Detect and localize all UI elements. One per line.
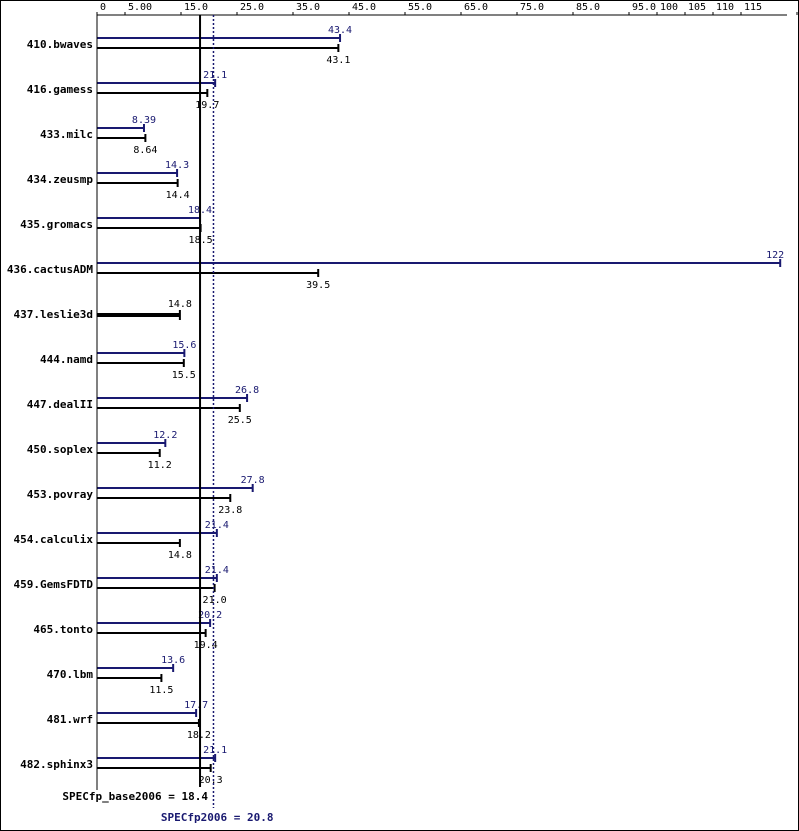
peak-value-label: 21.4: [205, 520, 229, 531]
reference-lines: SPECfp_base2006 = 18.4 SPECfp2006 = 20.8: [62, 15, 273, 824]
benchmark-label: 459.GemsFDTD: [14, 578, 94, 591]
x-tick-label: 25.0: [240, 2, 264, 13]
peak-value-label: 21.1: [203, 70, 227, 81]
benchmark-label: 434.zeusmp: [27, 173, 94, 186]
x-axis-ticks: 0 5.00 15.0 25.0 35.0 45.0 55.0 65.0 75.0 85.0 95.…: [96, 2, 798, 15]
x-tick-label: 105: [688, 2, 706, 13]
peak-summary-label: SPECfp2006 = 20.8: [161, 811, 274, 824]
benchmark-label: 437.leslie3d: [14, 308, 93, 321]
x-tick-label: 95.0: [632, 2, 656, 13]
benchmark-label: 481.wrf: [47, 713, 93, 726]
x-tick-label: 110: [716, 2, 734, 13]
benchmark-label: 465.tonto: [33, 623, 93, 636]
x-tick-label: 65.0: [464, 2, 488, 13]
base-value-label: 14.8: [168, 550, 192, 561]
base-value-label: 11.2: [148, 460, 172, 471]
x-tick-label: 55.0: [408, 2, 432, 13]
peak-value-label: 122: [766, 250, 784, 261]
peak-value-label: 8.39: [132, 115, 156, 126]
benchmark-label: 444.namd: [40, 353, 93, 366]
peak-value-label: 13.6: [161, 655, 185, 666]
peak-value-label: 26.8: [235, 385, 259, 396]
peak-value-label: 14.3: [165, 160, 189, 171]
peak-value-label: 12.2: [153, 430, 177, 441]
base-value-label: 18.2: [187, 730, 211, 741]
peak-value-label: 17.7: [184, 700, 208, 711]
peak-value-label: 15.6: [172, 340, 196, 351]
x-tick-label: 0: [100, 2, 106, 13]
base-value-label: 8.64: [133, 145, 157, 156]
peak-value-label: 20.2: [198, 610, 222, 621]
base-value-label: 25.5: [228, 415, 252, 426]
x-tick-label: 115: [744, 2, 762, 13]
peak-value-label: 27.8: [241, 475, 265, 486]
peak-value-label: 21.1: [203, 745, 227, 756]
peak-value-label: 43.4: [328, 25, 352, 36]
base-value-label: 20.3: [199, 775, 223, 786]
benchmark-label: 450.soplex: [27, 443, 94, 456]
base-value-label: 14.4: [166, 190, 190, 201]
base-value-label: 21.0: [203, 595, 227, 606]
base-value-label: 23.8: [218, 505, 242, 516]
benchmark-label: 433.milc: [40, 128, 93, 141]
base-value-label: 43.1: [326, 55, 350, 66]
base-value-label: 19.4: [194, 640, 218, 651]
benchmark-label: 436.cactusADM: [7, 263, 93, 276]
benchmark-label: 447.dealII: [27, 398, 93, 411]
x-tick-label: 15.0: [184, 2, 208, 13]
base-summary-label: SPECfp_base2006 = 18.4: [62, 790, 208, 803]
base-value-label: 19.7: [195, 100, 219, 111]
benchmark-label: 482.sphinx3: [20, 758, 93, 771]
peak-value-label: 21.4: [205, 565, 229, 576]
benchmark-label: 410.bwaves: [27, 38, 93, 51]
base-value-label: 39.5: [306, 280, 330, 291]
base-value-label: 11.5: [149, 685, 173, 696]
base-value-label: 15.5: [172, 370, 196, 381]
benchmark-label: 453.povray: [27, 488, 94, 501]
benchmark-label: 416.gamess: [27, 83, 93, 96]
benchmark-label: 435.gromacs: [20, 218, 93, 231]
x-tick-label: 35.0: [296, 2, 320, 13]
benchmark-rows: 410.bwaves 43.4 43.1 416.gamess 21.1 19.7 433.…: [7, 25, 784, 786]
x-tick-label: 85.0: [576, 2, 600, 13]
x-tick-label: 5.00: [128, 2, 152, 13]
x-tick-label: 100: [660, 2, 678, 13]
base-value-label: 14.8: [168, 299, 192, 310]
x-tick-label: 75.0: [520, 2, 544, 13]
benchmark-label: 454.calculix: [14, 533, 94, 546]
benchmark-label: 470.lbm: [47, 668, 94, 681]
x-tick-label: 45.0: [352, 2, 376, 13]
